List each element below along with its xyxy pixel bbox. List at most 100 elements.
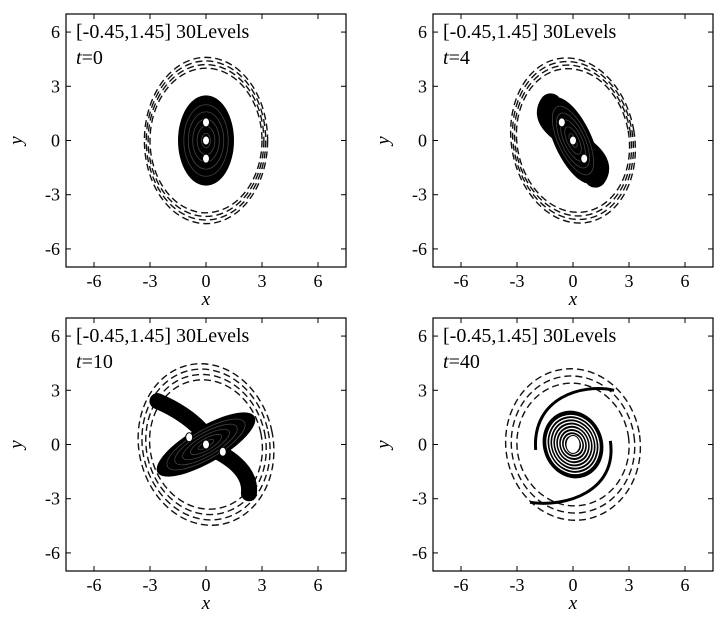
x-tick-label: 3: [258, 575, 267, 595]
time-value: =10: [82, 351, 113, 373]
dashed-contour: [515, 67, 631, 214]
x-tick-label: 3: [258, 271, 267, 291]
plot-area: [143, 56, 269, 225]
core-contour: [166, 418, 246, 471]
panel-2: -6 -3 0 3 6 -6 -3 0 3 6 x y [-0.45,1.45] 30Levels t=4: [373, 13, 714, 310]
y-tick-label: -3: [45, 185, 60, 205]
core-contour: [555, 424, 591, 465]
x-tick-label: 0: [569, 271, 578, 291]
x-axis-label: x: [568, 593, 578, 614]
dashed-contour: [149, 67, 263, 214]
x-axis-label: x: [568, 289, 578, 310]
y-tick-label: -6: [412, 239, 427, 259]
core-contour: [182, 428, 230, 461]
core-extremum: [580, 153, 589, 164]
panel-3: -6 -3 0 3 6 -6 -3 0 3 6 x y [-0.45,1.45] 30Levels t=1…: [6, 317, 347, 614]
y-tick-label: 3: [51, 380, 60, 400]
core-contour: [563, 434, 583, 455]
dashed-contour: [145, 373, 267, 516]
y-tick-label: 3: [51, 76, 60, 96]
core-extremum: [557, 117, 566, 128]
core-extremum: [202, 117, 210, 128]
core-extremum: [202, 439, 210, 450]
dashed-contour: [509, 57, 637, 224]
core-contour: [201, 132, 211, 149]
dashed-contour: [145, 60, 267, 221]
y-tick-label: -6: [45, 543, 60, 563]
x-tick-label: 6: [314, 575, 323, 595]
dashed-contour: [147, 63, 265, 218]
y-tick-label: -3: [412, 185, 427, 205]
x-tick-label: -6: [454, 271, 469, 291]
y-tick-label: 3: [418, 380, 427, 400]
time-value: =0: [82, 47, 103, 69]
x-tick-label: -3: [510, 271, 525, 291]
core-contour: [189, 433, 223, 456]
core-contour: [546, 414, 600, 475]
y-tick-label: -3: [412, 489, 427, 509]
y-tick-label: 6: [418, 22, 427, 42]
core-contour: [556, 112, 590, 169]
time-label: t=10: [76, 351, 113, 373]
y-tick-label: 0: [418, 131, 427, 151]
core-contour: [552, 421, 594, 468]
x-tick-label: -6: [87, 575, 102, 595]
y-tick-label: 0: [51, 435, 60, 455]
dashed-contour: [513, 64, 633, 217]
dashed-contour: [137, 363, 275, 526]
plot-area: [504, 368, 642, 521]
time-variable: t: [443, 351, 449, 373]
time-variable: t: [443, 47, 449, 69]
core-contour: [187, 111, 225, 170]
core-contour: [557, 427, 589, 462]
core-contour: [183, 104, 229, 177]
panel-1: -6 -3 0 3 6 -6 -3 0 3 6 x y [-0.45,1.45] 30Levels t=0: [6, 13, 347, 310]
time-label: t=40: [443, 351, 480, 373]
core-extremum: [218, 446, 227, 457]
plot-area: [137, 363, 275, 526]
y-tick-label: -3: [45, 489, 60, 509]
time-variable: t: [76, 351, 82, 373]
time-variable: t: [76, 47, 82, 69]
x-tick-label: -3: [143, 575, 158, 595]
x-tick-label: -3: [143, 271, 158, 291]
x-tick-label: 6: [681, 271, 690, 291]
dashed-contour: [516, 382, 630, 507]
core-extremum: [565, 435, 581, 454]
y-axis-label: y: [373, 440, 394, 451]
panel-4: -6 -3 0 3 6 -6 -3 0 3 6 x y [-0.45,1.45] 30Levels t=4…: [373, 317, 714, 614]
contour-range-label: [-0.45,1.45] 30Levels: [76, 325, 250, 347]
core-contour: [560, 430, 586, 459]
core-contour: [564, 126, 582, 155]
core-contour: [549, 418, 597, 471]
dashed-contour: [143, 56, 269, 225]
y-axis-label: y: [6, 136, 27, 147]
contour-range-label: [-0.45,1.45] 30Levels: [443, 21, 617, 43]
x-tick-label: -6: [454, 575, 469, 595]
x-axis-label: x: [201, 593, 211, 614]
y-tick-label: 0: [51, 131, 60, 151]
y-tick-label: 6: [51, 22, 60, 42]
time-label: t=0: [76, 47, 103, 69]
core-contour: [174, 423, 238, 466]
y-tick-label: 3: [418, 76, 427, 96]
x-tick-label: 0: [202, 575, 211, 595]
spiral-arm-top: [534, 387, 615, 451]
spiral-arm-bottom: [529, 440, 613, 505]
dashed-contour: [141, 368, 271, 521]
x-tick-label: 3: [625, 271, 634, 291]
x-tick-label: -3: [510, 575, 525, 595]
core-contour: [551, 105, 595, 176]
core-extremum: [185, 432, 194, 443]
y-tick-label: 0: [418, 435, 427, 455]
x-tick-label: 3: [625, 575, 634, 595]
y-axis-label: y: [373, 136, 394, 147]
time-value: =40: [449, 351, 480, 373]
core-extremum: [569, 135, 577, 146]
time-label: t=4: [443, 47, 470, 69]
dashed-contour: [510, 375, 636, 514]
dashed-contour: [148, 379, 264, 510]
contour-range-label: [-0.45,1.45] 30Levels: [443, 325, 617, 347]
x-tick-label: 6: [681, 575, 690, 595]
